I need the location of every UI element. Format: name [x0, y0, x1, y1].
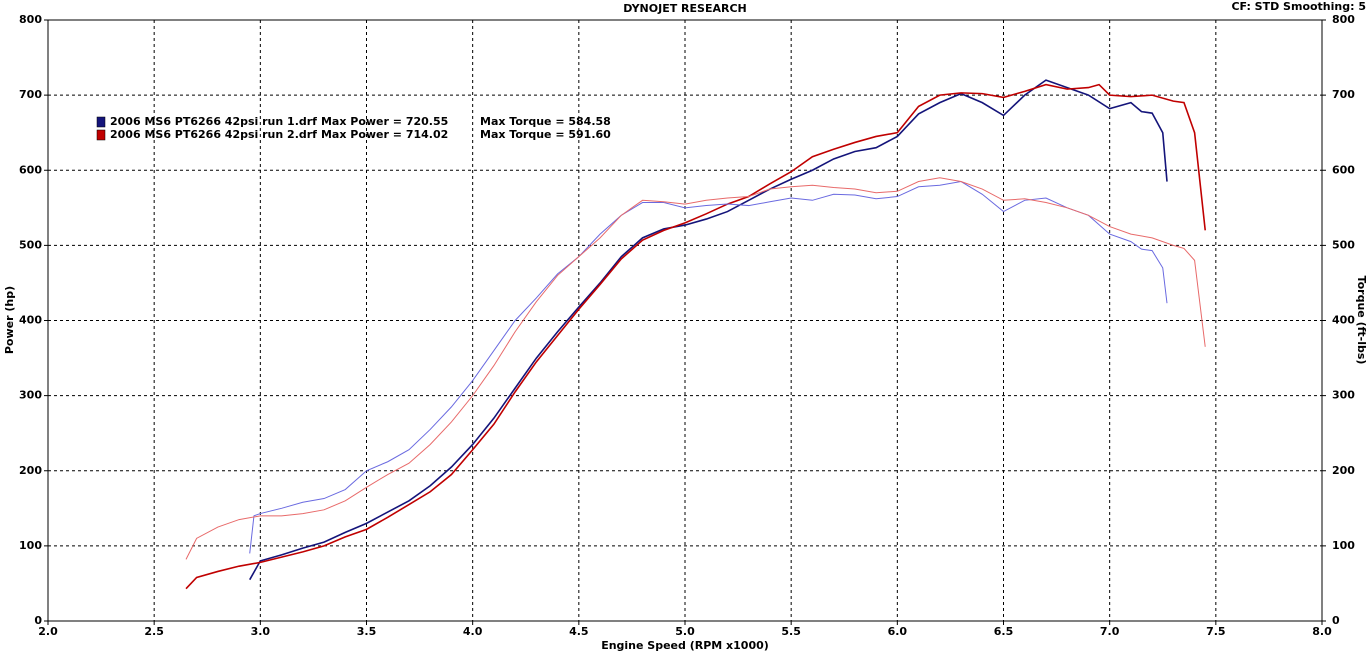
y2-tick-label: 700 — [1332, 88, 1355, 101]
legend-max-torque: Max Torque = 591.60 — [480, 128, 611, 141]
legend-entry: 2006 MS6 PT6266 42psi run 2.drf Max Power… — [110, 128, 448, 141]
power-line — [185, 83, 1207, 590]
x-tick-label: 6.5 — [994, 625, 1014, 638]
x-tick-label: 5.5 — [781, 625, 801, 638]
legend-swatch — [96, 129, 106, 141]
y-tick-label: 400 — [19, 314, 42, 327]
x-tick-label: 4.5 — [569, 625, 589, 638]
y2-tick-label: 500 — [1332, 238, 1355, 251]
x-tick-label: 4.0 — [463, 625, 483, 638]
y2-axis-label: Torque (ft-lbs) — [1355, 276, 1368, 365]
torque-line — [249, 180, 1168, 554]
x-tick-label: 8.0 — [1312, 625, 1332, 638]
y2-tick-label: 800 — [1332, 13, 1355, 26]
y2-tick-label: 300 — [1332, 389, 1355, 402]
x-tick-label: 6.0 — [888, 625, 908, 638]
x-axis-label: Engine Speed (RPM x1000) — [601, 639, 769, 652]
y-tick-label: 500 — [19, 238, 42, 251]
y2-tick-label: 600 — [1332, 163, 1355, 176]
x-tick-label: 7.5 — [1206, 625, 1226, 638]
y-tick-label: 100 — [19, 539, 42, 552]
y-tick-label: 200 — [19, 464, 42, 477]
y-axis-label: Power (hp) — [3, 286, 16, 354]
legend-entry: 2006 MS6 PT6266 42psi run 1.drf Max Power… — [110, 115, 448, 128]
x-tick-label: 2.5 — [144, 625, 164, 638]
power-line — [249, 79, 1168, 581]
legend-name: 2006 MS6 PT6266 42psi run 2.drf — [110, 128, 317, 141]
y-tick-label: 800 — [19, 13, 42, 26]
legend-max-torque: Max Torque = 584.58 — [480, 115, 611, 128]
chart-subtitle: CF: STD Smoothing: 5 — [1231, 0, 1366, 13]
chart-title: DYNOJET RESEARCH — [623, 2, 746, 15]
legend-swatch — [96, 116, 106, 128]
x-tick-label: 3.0 — [251, 625, 271, 638]
legend-name: 2006 MS6 PT6266 42psi run 1.drf — [110, 115, 317, 128]
x-tick-label: 5.0 — [675, 625, 695, 638]
legend-max-power: Max Power = 720.55 — [321, 115, 448, 128]
y-tick-label: 600 — [19, 163, 42, 176]
torque-line — [185, 177, 1206, 560]
y2-tick-label: 0 — [1332, 614, 1340, 627]
y2-tick-label: 200 — [1332, 464, 1355, 477]
y-tick-label: 700 — [19, 88, 42, 101]
legend-max-power: Max Power = 714.02 — [321, 128, 448, 141]
y2-tick-label: 400 — [1332, 314, 1355, 327]
y-tick-label: 0 — [34, 614, 42, 627]
x-tick-label: 7.0 — [1100, 625, 1120, 638]
x-tick-label: 2.0 — [38, 625, 58, 638]
y2-tick-label: 100 — [1332, 539, 1355, 552]
x-tick-label: 3.5 — [357, 625, 377, 638]
y-tick-label: 300 — [19, 389, 42, 402]
